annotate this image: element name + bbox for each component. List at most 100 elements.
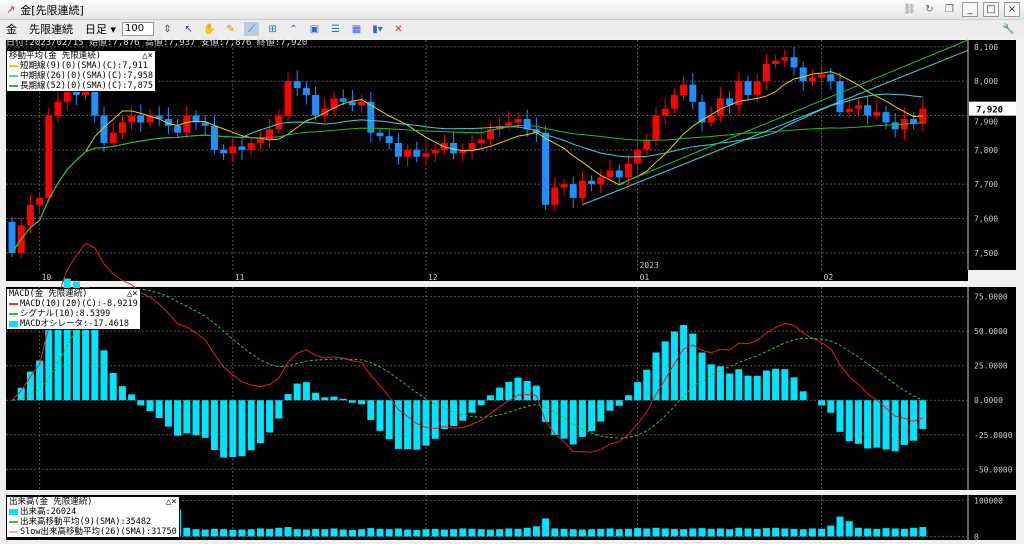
macd-histogram-bar [431, 400, 439, 439]
candle [45, 107, 53, 203]
volume-bar [220, 529, 228, 537]
chart-app-icon: ↗ [6, 3, 16, 16]
link-icon[interactable]: ⛓ [903, 4, 916, 15]
volume-bar [505, 528, 513, 537]
legend-close-icon[interactable]: △× [142, 51, 153, 61]
wrench-icon[interactable]: 🔧 [1002, 23, 1015, 35]
y-tick-label: 7,800 [974, 146, 998, 155]
legend-close-icon[interactable]: △× [126, 289, 138, 299]
volume-bar [900, 528, 908, 537]
crosshair-tool-icon[interactable]: ⊞ [268, 23, 277, 35]
macd-histogram-bar [919, 400, 927, 429]
x-axis-area [6, 270, 968, 281]
volume-bar [744, 528, 752, 537]
candle-body [367, 101, 375, 133]
candle [358, 94, 366, 113]
macd-histogram-bar [551, 400, 559, 435]
macd-histogram-bar [597, 400, 605, 422]
candle-body [505, 122, 513, 126]
volume-bar [588, 529, 596, 537]
macd-histogram-bar [321, 397, 329, 401]
chart-canvas[interactable]: 8,100 8,000 7,900 7,800 7,700 7,600 7,500 75.00… [0, 38, 1024, 544]
spinner-icon[interactable]: ⇕ [163, 23, 172, 35]
period-dropdown[interactable]: 日足 ▾ [85, 23, 117, 36]
candle [293, 70, 301, 96]
candle-body [707, 115, 715, 123]
indicator-dropdown-icon[interactable]: ▮▾ [372, 23, 383, 35]
close-button[interactable]: × [1004, 2, 1020, 17]
candle [26, 194, 34, 233]
volume-legend-item: 出来高移動平均(9)(SMA):35482 [9, 517, 177, 527]
macd-histogram-bar [109, 372, 117, 401]
candle [790, 46, 798, 76]
legend-close-icon[interactable]: △× [165, 497, 177, 507]
volume-bar [532, 526, 540, 537]
macd-histogram-bar [477, 400, 485, 406]
chart-settings-icon[interactable]: ▣ [309, 23, 320, 35]
candle [689, 73, 697, 110]
line-tool-icon[interactable]: ⟋ [244, 22, 260, 36]
candle-body [339, 98, 347, 102]
candle-body [615, 170, 623, 178]
delete-drawing-icon[interactable]: ✕ [394, 23, 403, 35]
volume-bar [229, 529, 237, 537]
candle-body [358, 101, 366, 106]
symbol-selector[interactable]: 金 [6, 23, 17, 36]
refresh-icon[interactable]: ↻ [925, 4, 934, 15]
table-icon[interactable]: ▦ [351, 23, 362, 35]
candle-body [36, 197, 44, 205]
candle-body [569, 184, 577, 198]
maximize-button[interactable]: □ [983, 2, 999, 17]
hand-tool-icon[interactable]: ✋ [203, 23, 216, 35]
candle-body [597, 177, 605, 185]
macd-histogram-bar [413, 400, 421, 450]
macd-histogram-bar [468, 400, 476, 413]
candle-body [459, 149, 467, 154]
macd-histogram-bar [440, 400, 448, 430]
candle [210, 115, 218, 155]
volume-bar [256, 528, 264, 537]
candle [312, 86, 320, 121]
minimize-button[interactable]: _ [962, 2, 978, 17]
candle [247, 137, 255, 156]
volume-legend: 出来高(金 先限連続) △× 出来高:26024 出来高移動平均(9)(SMA):… [6, 496, 180, 538]
macd-histogram-bar [275, 400, 283, 419]
macd-histogram-bar [634, 382, 642, 401]
y-tick-label: 50.0000 [974, 327, 1008, 336]
macd-histogram-bar [174, 400, 182, 436]
candle [201, 114, 209, 136]
trendline [582, 49, 969, 206]
macd-histogram-bar [146, 400, 154, 412]
x-tick-year: 2023 [640, 261, 659, 270]
candle [468, 134, 476, 160]
volume-bar [689, 528, 697, 537]
volume-bar [413, 529, 421, 537]
volume-bar [459, 528, 467, 537]
pencil-tool-icon[interactable]: ✎ [226, 23, 235, 35]
candle-body [247, 142, 255, 150]
toolbar: 金 先限連続 日足 ▾ 100 ⇕ ↖ ✋ ✎ ⟋ ⊞ ⌃ ▣ ☰ ▦ ▮▾ ✕… [0, 20, 1024, 38]
candle [284, 72, 292, 122]
candle-body [578, 180, 586, 198]
volume-bar [735, 527, 743, 537]
grid-icon[interactable]: ☰ [331, 23, 341, 35]
candle [836, 72, 844, 117]
macd-line [11, 242, 923, 453]
candle [551, 178, 559, 212]
scroll-up-icon[interactable]: ⌃ [289, 23, 298, 35]
copy-window-icon[interactable]: ❐ [945, 4, 954, 15]
bar-count-input[interactable]: 100 [122, 22, 155, 36]
candle [698, 94, 706, 132]
volume-bar [707, 528, 715, 537]
volume-bar [192, 529, 200, 537]
volume-bar [422, 529, 430, 537]
macd-histogram-bar [164, 400, 172, 427]
pointer-tool-icon[interactable]: ↖ [184, 23, 193, 35]
candle-body [238, 146, 246, 150]
macd-histogram-bar [45, 318, 53, 401]
macd-histogram-bar [891, 400, 899, 452]
volume-bar [790, 528, 798, 537]
macd-histogram-bar [578, 400, 586, 437]
candle-body [450, 142, 458, 154]
contract-selector[interactable]: 先限連続 [29, 23, 73, 36]
